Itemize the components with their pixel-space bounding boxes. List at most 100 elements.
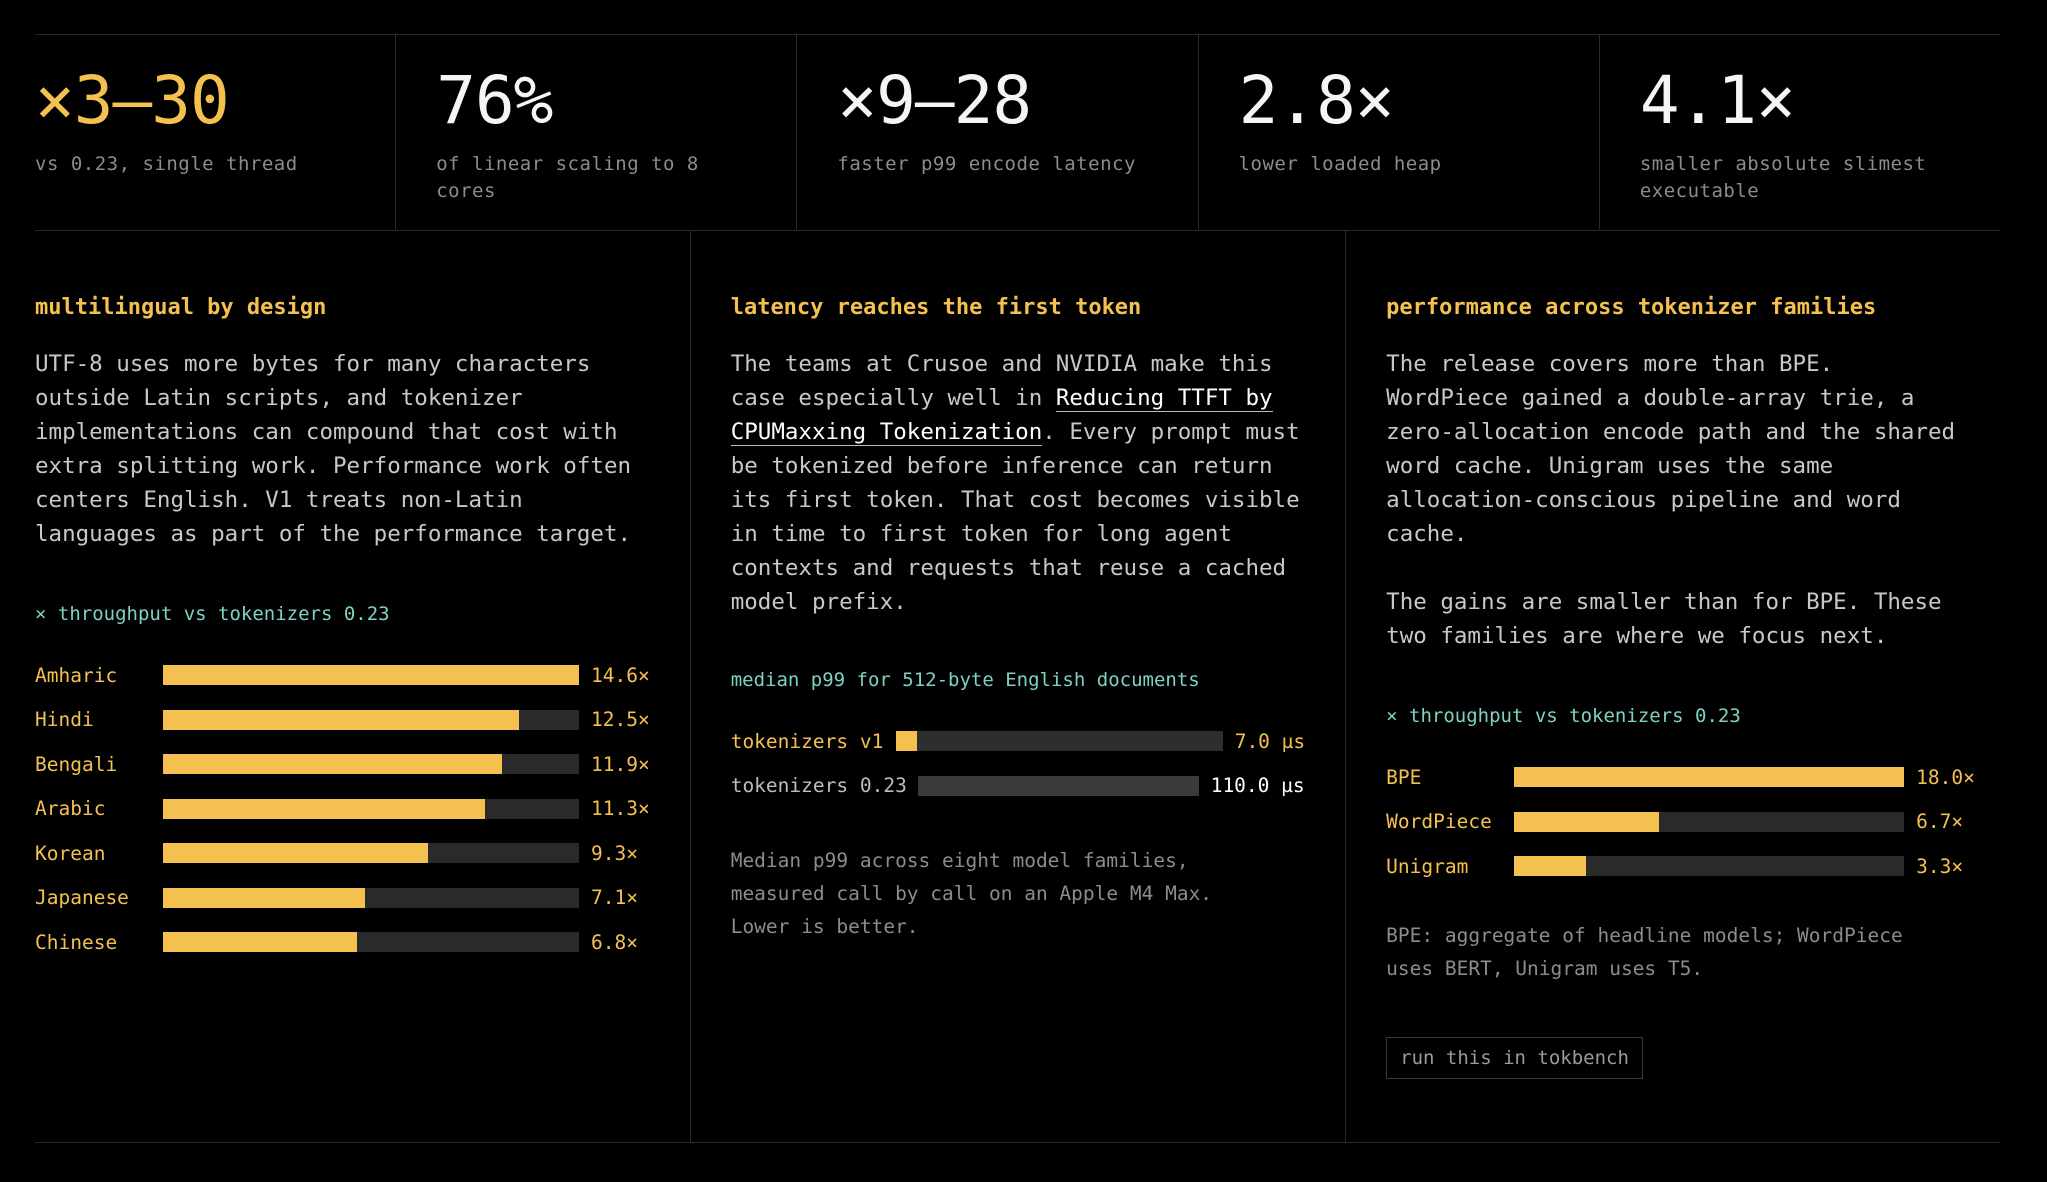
- bottom-divider: [35, 1142, 2000, 1143]
- bar-value: 14.6×: [591, 663, 650, 687]
- bar-track: [163, 754, 579, 775]
- bar-track: [163, 887, 579, 908]
- stat-value: 4.1×: [1639, 62, 1796, 139]
- section-body: The gains are smaller than for BPE. Thes…: [1386, 589, 1942, 649]
- bar-value: 110.0 µs: [1210, 774, 1305, 798]
- body-text: . Every prompt must be tokenized before …: [730, 419, 1300, 615]
- bar-row: Hindi 12.5×: [35, 698, 650, 743]
- article-link[interactable]: Reducing TTFT by CPUMaxxing Tokenization: [730, 385, 1273, 446]
- language-throughput-chart: Amharic 14.6× Hindi 12.5× Bengali 11.9× Arabic…: [35, 653, 650, 965]
- stat-value: ×3–30: [35, 62, 230, 139]
- bar-value: 11.3×: [591, 797, 650, 821]
- chart-label: median p99 for 512-byte English document…: [730, 669, 1200, 691]
- section-body: The teams at Crusoe and NVIDIA make this…: [730, 347, 1305, 619]
- chart-label: × throughput vs tokenizers 0.23: [1386, 705, 1741, 727]
- bar-value: 9.3×: [591, 841, 638, 865]
- bar-row: Unigram 3.3×: [1386, 844, 1975, 889]
- bar-row: WordPiece 6.7×: [1386, 800, 1975, 845]
- bar-row: Amharic 14.6×: [35, 653, 650, 698]
- stat-throughput: ×3–30 vs 0.23, single thread: [35, 35, 397, 229]
- bar-track: [1514, 856, 1905, 877]
- bar-label: tokenizers v1: [730, 729, 884, 753]
- bar-fill: [163, 665, 579, 686]
- stat-latency: ×9–28 faster p99 encode latency: [797, 35, 1199, 229]
- bar-row: Japanese 7.1×: [35, 876, 650, 921]
- bar-label: BPE: [1386, 765, 1422, 789]
- bar-fill: [917, 775, 1199, 796]
- section-title: multilingual by design: [35, 295, 327, 320]
- bar-fill: [163, 709, 520, 730]
- bar-value: 6.8×: [591, 930, 638, 954]
- bar-track: [895, 731, 1223, 752]
- latency-section: latency reaches the first token The team…: [691, 231, 1347, 1143]
- stat-caption: lower loaded heap: [1238, 153, 1442, 175]
- stat-scaling: 76% of linear scaling to 8 cores: [396, 35, 798, 229]
- stat-value: 76%: [436, 62, 553, 139]
- bar-fill: [1514, 767, 1905, 788]
- bar-row: BPE 18.0×: [1386, 755, 1975, 800]
- latency-chart: tokenizers v1 7.0 µs tokenizers 0.23 110.0 …: [731, 719, 1305, 808]
- bar-value: 7.0 µs: [1234, 729, 1306, 753]
- section-body: The release covers more than BPE. WordPi…: [1386, 351, 1956, 547]
- bar-fill: [163, 798, 485, 819]
- bar-label: WordPiece: [1386, 810, 1492, 834]
- bar-track: [1514, 767, 1905, 788]
- chart-label: × throughput vs tokenizers 0.23: [35, 603, 390, 625]
- bar-track: [163, 843, 579, 864]
- body-text: The teams at Crusoe and NVIDIA make this…: [730, 351, 1273, 411]
- latency-row: tokenizers 0.23 110.0 µs: [731, 764, 1305, 809]
- stat-caption: vs 0.23, single thread: [35, 153, 298, 175]
- bar-row: Arabic 11.3×: [35, 787, 650, 832]
- top-divider: [35, 34, 2000, 35]
- bar-label: Unigram: [1386, 854, 1469, 878]
- bar-value: 6.7×: [1916, 810, 1964, 834]
- page: ×3–30 vs 0.23, single thread 76% of line…: [35, 0, 2000, 1182]
- section-title: performance across tokenizer families: [1386, 295, 1877, 320]
- bar-row: Chinese 6.8×: [35, 920, 650, 965]
- bar-label: Arabic: [35, 797, 106, 821]
- bar-track: [1514, 811, 1905, 832]
- bar-label: Japanese: [35, 886, 129, 910]
- bar-label: Hindi: [35, 708, 94, 732]
- bar-fill: [163, 932, 357, 953]
- chart-note: BPE: aggregate of headline models; WordP…: [1386, 923, 1903, 980]
- tokbench-button[interactable]: run this in tokbench: [1386, 1036, 1643, 1079]
- family-throughput-chart: BPE 18.0× WordPiece 6.7× Unigram 3.3×: [1386, 755, 1975, 889]
- bar-fill: [1514, 811, 1660, 832]
- bar-label: Amharic: [35, 663, 118, 687]
- stats-row: ×3–30 vs 0.23, single thread 76% of line…: [35, 35, 2000, 229]
- content-columns: multilingual by design UTF-8 uses more b…: [35, 231, 2000, 1143]
- bar-fill: [895, 731, 917, 752]
- bar-row: Korean 9.3×: [35, 831, 650, 876]
- stat-caption: faster p99 encode latency: [837, 153, 1136, 175]
- bar-value: 11.9×: [591, 752, 650, 776]
- bar-fill: [163, 843, 428, 864]
- bar-label: Korean: [35, 841, 106, 865]
- bar-fill: [163, 754, 503, 775]
- bar-label: tokenizers 0.23: [730, 774, 907, 798]
- bar-track: [163, 665, 579, 686]
- bar-label: Bengali: [35, 752, 118, 776]
- bar-fill: [1514, 856, 1586, 877]
- stat-caption: smaller absolute slimest executable: [1639, 153, 1927, 202]
- bar-value: 18.0×: [1916, 765, 1975, 789]
- stat-value: ×9–28: [837, 62, 1032, 139]
- latency-row: tokenizers v1 7.0 µs: [731, 719, 1305, 764]
- bar-track: [163, 932, 579, 953]
- bar-value: 7.1×: [591, 886, 638, 910]
- bar-label: Chinese: [35, 930, 118, 954]
- stat-executable: 4.1× smaller absolute slimest executable: [1600, 35, 2000, 229]
- bar-track: [917, 775, 1199, 796]
- families-section: performance across tokenizer families Th…: [1346, 231, 2015, 1143]
- stats-divider: [35, 230, 2000, 231]
- bar-row: Bengali 11.9×: [35, 742, 650, 787]
- bar-track: [163, 798, 579, 819]
- multilingual-section: multilingual by design UTF-8 uses more b…: [35, 231, 691, 1143]
- bar-value: 12.5×: [591, 708, 650, 732]
- bar-fill: [163, 887, 366, 908]
- chart-note: Median p99 across eight model families, …: [730, 849, 1213, 938]
- bar-value: 3.3×: [1916, 854, 1964, 878]
- section-title: latency reaches the first token: [730, 295, 1142, 320]
- bar-track: [163, 709, 579, 730]
- stat-caption: of linear scaling to 8 cores: [436, 153, 699, 202]
